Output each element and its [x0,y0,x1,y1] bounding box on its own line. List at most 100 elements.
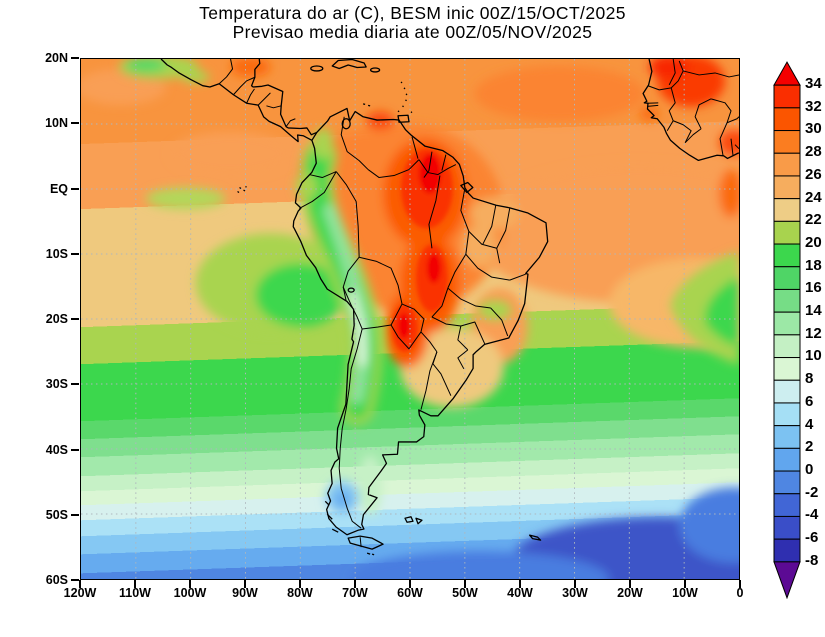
lon-tick-60W [409,580,411,588]
central-america-caribbean-coast [250,59,318,136]
lat-tick-EQ [71,187,79,190]
colorbar-segment [773,493,801,517]
lon-tick-0 [739,580,741,588]
lon-tick-90W [244,580,246,588]
colorbar-segment [773,538,801,563]
lon-label-110W: 110W [119,586,151,600]
cold-anomaly-blobs [118,59,739,579]
colorbar-label-0: 0 [805,460,814,478]
lon-label-20W: 20W [617,586,643,600]
lon-tick-110W [134,580,136,588]
falkland-islands [404,516,423,525]
lon-tick-20W [629,580,631,588]
west-africa-coastline [642,59,739,162]
hot-core-blobs [392,148,453,352]
lon-label-50W: 50W [452,586,478,600]
warm-anomaly-blobs [81,59,739,408]
colorbar-segment [773,402,801,427]
trinidad-island [397,114,410,123]
lon-tick-120W [79,580,81,588]
colorbar-label-8: 8 [805,370,814,388]
colorbar-label-4: 4 [805,415,814,433]
lon-tick-80W [299,580,301,588]
lon-tick-40W [519,580,521,588]
colorbar-segment [773,334,801,359]
colorbar-segment [773,447,801,472]
colorbar-segment [773,152,801,177]
colorbar-label-22: 22 [805,211,822,229]
lon-label-100W: 100W [173,586,207,600]
colorbar-segment [773,266,801,290]
colorbar-label-26: 26 [805,165,822,183]
colorbar-label-28: 28 [805,143,822,161]
colorbar-label--8: -8 [805,551,819,569]
lat-tick-10N [71,122,79,125]
figure-subtitle: Previsao media diaria ate 00Z/05/NOV/202… [232,22,593,42]
lat-label-10S: 10S [45,246,68,261]
lon-tick-70W [354,580,356,588]
jamaica-island [310,65,324,72]
central-america-pacific-coast [160,59,313,143]
hispaniola-island [331,59,367,70]
colorbar-segment [773,220,801,245]
temperature-colorbar [773,61,803,601]
lat-tick-50S [71,513,79,516]
colorbar-segment [773,243,801,268]
lon-tick-30W [574,580,576,588]
colorbar-label-10: 10 [805,347,822,365]
colorbar-label--6: -6 [805,529,819,546]
colorbar-label-32: 32 [805,97,822,115]
tierra-del-fuego-island [347,535,384,550]
figure-title: Temperatura do ar (C), BESM inic 00Z/15/… [199,3,626,23]
lat-label-30S: 30S [45,377,68,392]
south-georgia-island [528,534,542,541]
lake-titicaca [347,287,355,293]
lon-label-70W: 70W [342,586,368,600]
lat-tick-20N [71,57,79,59]
colorbar-segment [773,311,801,336]
galapagos-islands [237,185,247,194]
puerto-rico-island [369,67,381,73]
lat-label-50S: 50S [45,507,68,522]
colorbar-segment [773,288,801,313]
lon-label-40W: 40W [507,586,533,600]
south-america-coastline [292,107,549,536]
map-overlay [81,59,739,579]
colorbar-segment [773,130,801,154]
colorbar-segment [773,425,801,449]
lon-label-60W: 60W [397,586,423,600]
lon-tick-100W [189,580,191,588]
colorbar-segment [773,175,801,200]
coastline-layer [160,59,739,556]
colorbar-segment [773,470,801,495]
lesser-antilles-islands [362,81,413,114]
map-plot-area [80,58,740,580]
patagonia-fjord-islets [324,500,375,556]
colorbar-label-6: 6 [805,392,814,410]
lon-label-120W: 120W [63,586,97,600]
colorbar-arrow-bottom [773,561,801,600]
colorbar-label-2: 2 [805,438,814,456]
colorbar-segment [773,198,801,222]
colorbar-label--4: -4 [805,506,819,524]
lon-label-80W: 80W [287,586,313,600]
colorbar-label-20: 20 [805,233,822,251]
lon-label-30W: 30W [562,586,588,600]
lat-label-20N: 20N [45,51,68,65]
colorbar-label-24: 24 [805,188,822,206]
country-border-layer [218,59,739,548]
colorbar-label-14: 14 [805,302,822,319]
colorbar-svg [773,61,801,600]
lat-label-20S: 20S [45,312,68,326]
lat-label-EQ: EQ [49,181,68,196]
colorbar-label-12: 12 [805,324,822,342]
graticule-gridlines [81,59,739,579]
colorbar-segment [773,84,801,109]
lat-tick-30S [71,383,79,386]
colorbar-label-30: 30 [805,120,822,138]
lake-maracaibo [341,118,351,130]
lat-label-10N: 10N [45,116,68,131]
colorbar-label-16: 16 [805,279,822,297]
colorbar-segment [773,515,801,540]
